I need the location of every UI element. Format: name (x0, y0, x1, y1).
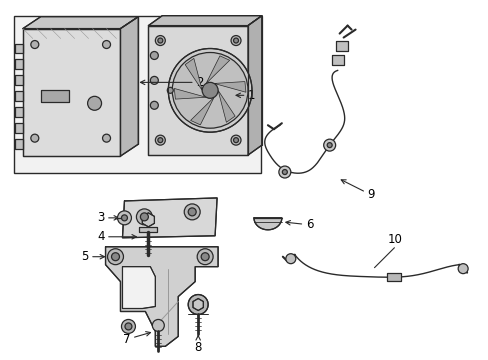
Polygon shape (139, 227, 157, 232)
Circle shape (155, 36, 165, 45)
Polygon shape (331, 55, 343, 66)
Text: 10: 10 (386, 233, 402, 246)
Circle shape (158, 38, 163, 43)
Circle shape (168, 49, 251, 132)
Polygon shape (23, 17, 138, 28)
Text: 4: 4 (97, 230, 136, 243)
Circle shape (233, 138, 238, 143)
Polygon shape (185, 58, 202, 90)
Bar (14, 15, 261, 173)
Circle shape (155, 135, 165, 145)
Circle shape (202, 82, 218, 98)
Polygon shape (120, 17, 138, 156)
Polygon shape (15, 59, 23, 69)
Polygon shape (122, 198, 217, 238)
Circle shape (136, 209, 152, 225)
Polygon shape (247, 15, 262, 155)
Circle shape (201, 253, 209, 261)
Polygon shape (15, 44, 23, 54)
Polygon shape (218, 90, 235, 122)
Circle shape (172, 53, 247, 128)
Polygon shape (15, 139, 23, 149)
Polygon shape (174, 89, 206, 99)
Polygon shape (15, 91, 23, 101)
Polygon shape (193, 298, 203, 310)
Text: 2: 2 (140, 76, 203, 89)
Polygon shape (122, 267, 155, 309)
Circle shape (111, 253, 119, 261)
Circle shape (158, 138, 163, 143)
Circle shape (125, 323, 132, 330)
Circle shape (457, 264, 467, 274)
Circle shape (278, 166, 290, 178)
Circle shape (230, 36, 241, 45)
Circle shape (150, 51, 158, 59)
Circle shape (233, 38, 238, 43)
Polygon shape (15, 107, 23, 117)
Circle shape (197, 249, 213, 265)
Circle shape (31, 134, 39, 142)
Circle shape (150, 76, 158, 84)
Polygon shape (386, 273, 401, 280)
Polygon shape (15, 123, 23, 133)
Polygon shape (214, 82, 245, 92)
Circle shape (152, 319, 164, 332)
Circle shape (323, 139, 335, 151)
Circle shape (184, 204, 200, 220)
Circle shape (102, 41, 110, 49)
Circle shape (121, 319, 135, 333)
Circle shape (87, 96, 102, 110)
Circle shape (121, 215, 127, 221)
Text: 9: 9 (341, 180, 374, 202)
Text: 5: 5 (81, 250, 104, 263)
Polygon shape (148, 26, 247, 155)
Circle shape (107, 249, 123, 265)
Polygon shape (148, 15, 262, 26)
Circle shape (140, 213, 148, 221)
Text: 6: 6 (285, 218, 313, 231)
Circle shape (188, 294, 208, 315)
Circle shape (326, 143, 331, 148)
Text: 1: 1 (236, 89, 255, 102)
Polygon shape (190, 97, 214, 125)
Text: 8: 8 (194, 336, 202, 354)
Polygon shape (41, 90, 68, 102)
Text: 7: 7 (122, 332, 150, 346)
Circle shape (167, 87, 173, 93)
Polygon shape (142, 213, 154, 227)
Circle shape (102, 134, 110, 142)
Polygon shape (206, 56, 229, 84)
Polygon shape (335, 41, 347, 50)
Polygon shape (253, 218, 281, 230)
Polygon shape (15, 75, 23, 85)
Circle shape (31, 41, 39, 49)
Text: 3: 3 (97, 211, 118, 224)
Polygon shape (105, 247, 218, 346)
Circle shape (230, 135, 241, 145)
Polygon shape (23, 28, 120, 156)
Circle shape (117, 211, 131, 225)
Circle shape (150, 101, 158, 109)
Circle shape (282, 170, 287, 175)
Circle shape (285, 254, 295, 264)
Circle shape (188, 208, 196, 216)
